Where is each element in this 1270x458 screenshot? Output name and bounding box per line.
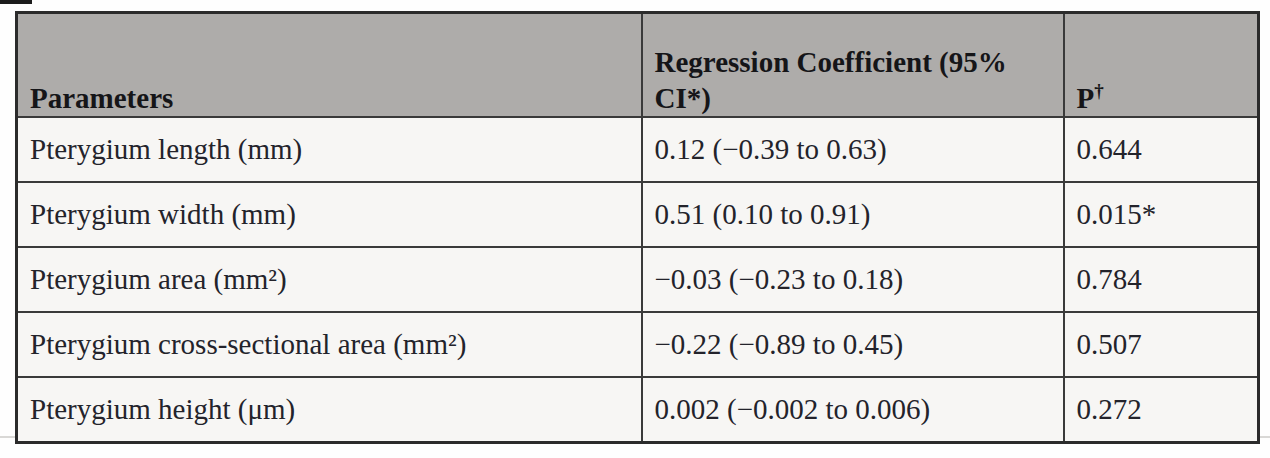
- coefficient-cell: −0.03 (−0.23 to 0.18): [642, 247, 1064, 312]
- table-row: Pterygium width (mm) 0.51 (0.10 to 0.91)…: [17, 182, 1259, 247]
- paper-table-figure: Parameters Regression Coefficient (95% C…: [0, 0, 1270, 458]
- coefficient-cell: −0.22 (−0.89 to 0.45): [642, 312, 1064, 377]
- scan-artifact-mark: [0, 0, 32, 4]
- col-header-p-value: P†: [1064, 13, 1259, 118]
- p-value-cell: 0.272: [1064, 377, 1259, 443]
- header-row: Parameters Regression Coefficient (95% C…: [17, 13, 1259, 118]
- p-label: P: [1077, 82, 1095, 114]
- regression-results-table: Parameters Regression Coefficient (95% C…: [15, 11, 1260, 444]
- parameter-cell: Pterygium area (mm²): [17, 247, 642, 312]
- coefficient-cell: 0.002 (−0.002 to 0.006): [642, 377, 1064, 443]
- p-value-cell: 0.015*: [1064, 182, 1259, 247]
- p-value-cell: 0.644: [1064, 117, 1259, 182]
- table-row: Pterygium height (μm) 0.002 (−0.002 to 0…: [17, 377, 1259, 443]
- col-header-regression-coefficient: Regression Coefficient (95% CI*): [642, 13, 1064, 118]
- parameter-cell: Pterygium length (mm): [17, 117, 642, 182]
- coefficient-cell: 0.51 (0.10 to 0.91): [642, 182, 1064, 247]
- table-row: Pterygium length (mm) 0.12 (−0.39 to 0.6…: [17, 117, 1259, 182]
- p-value-cell: 0.784: [1064, 247, 1259, 312]
- coefficient-cell: 0.12 (−0.39 to 0.63): [642, 117, 1064, 182]
- dagger-footnote-mark: †: [1094, 80, 1104, 101]
- p-value-cell: 0.507: [1064, 312, 1259, 377]
- table-row: Pterygium cross-sectional area (mm²) −0.…: [17, 312, 1259, 377]
- parameter-cell: Pterygium cross-sectional area (mm²): [17, 312, 642, 377]
- parameter-cell: Pterygium height (μm): [17, 377, 642, 443]
- parameter-cell: Pterygium width (mm): [17, 182, 642, 247]
- table-row: Pterygium area (mm²) −0.03 (−0.23 to 0.1…: [17, 247, 1259, 312]
- col-header-parameters: Parameters: [17, 13, 642, 118]
